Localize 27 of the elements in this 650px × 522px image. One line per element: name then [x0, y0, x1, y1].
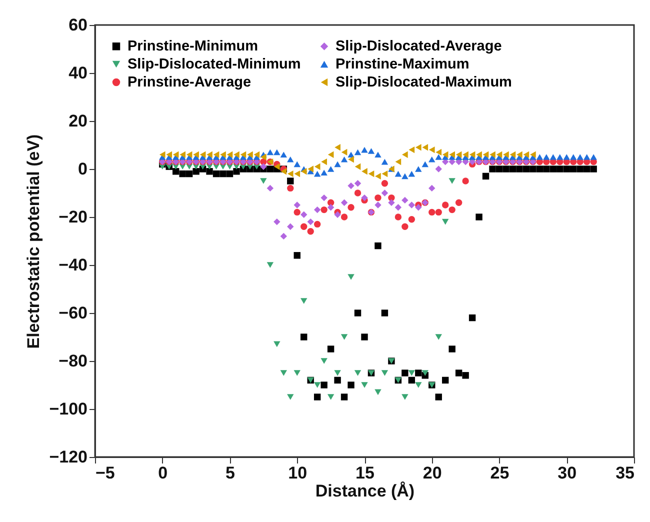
- legend-label: Prinstine-Maximum: [336, 56, 470, 72]
- x-axis-title: Distance (Å): [315, 482, 415, 500]
- x-tick-label: 15: [356, 464, 374, 482]
- x-tick-label: 0: [158, 464, 168, 482]
- legend-label: Slip-Dislocated-Average: [336, 38, 502, 54]
- x-tick-label: 5: [226, 464, 235, 482]
- y-tick-label: −100: [49, 400, 88, 418]
- legend-label: Slip-Dislocated-Maximum: [336, 74, 512, 90]
- y-tick-label: −20: [58, 208, 88, 226]
- x-tick-label: 30: [558, 464, 577, 482]
- legend-label: Slip-Dislocated-Minimum: [128, 56, 301, 72]
- x-tick-label: 25: [490, 464, 510, 482]
- y-tick-label: 40: [68, 64, 88, 82]
- legend-label: Prinstine-Minimum: [128, 38, 258, 54]
- y-tick-label: 0: [78, 160, 88, 178]
- x-tick-label: 10: [288, 464, 308, 482]
- y-tick-label: −40: [58, 256, 88, 274]
- x-tick-label: 35: [616, 464, 634, 482]
- y-axis-title: Electrostatic potential (eV): [24, 134, 44, 349]
- y-tick-label: −80: [58, 352, 88, 370]
- y-tick-label: 20: [68, 112, 88, 130]
- x-tick-label: 20: [422, 464, 442, 482]
- y-tick-label: 60: [68, 16, 88, 34]
- y-tick-label: −60: [58, 304, 88, 322]
- legend-label: Prinstine-Average: [128, 74, 252, 90]
- x-tick-label: −5: [96, 464, 115, 482]
- y-tick-label: −120: [49, 448, 88, 466]
